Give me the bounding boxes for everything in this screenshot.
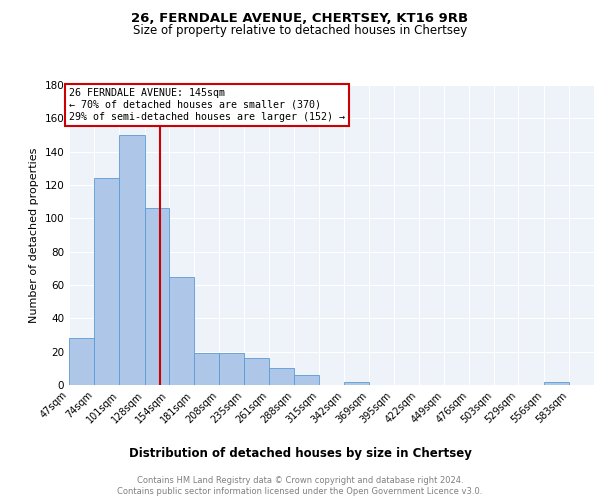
Text: Contains public sector information licensed under the Open Government Licence v3: Contains public sector information licen… [118, 488, 482, 496]
Bar [344, 382, 369, 385]
Bar [145, 208, 169, 385]
Bar [219, 354, 244, 385]
Bar [244, 358, 269, 385]
Text: Size of property relative to detached houses in Chertsey: Size of property relative to detached ho… [133, 24, 467, 37]
Bar [269, 368, 294, 385]
Bar [294, 375, 319, 385]
Bar [94, 178, 119, 385]
Bar [119, 135, 145, 385]
Bar [544, 382, 569, 385]
Y-axis label: Number of detached properties: Number of detached properties [29, 148, 39, 322]
Bar [169, 276, 194, 385]
Bar [194, 354, 219, 385]
Text: 26, FERNDALE AVENUE, CHERTSEY, KT16 9RB: 26, FERNDALE AVENUE, CHERTSEY, KT16 9RB [131, 12, 469, 26]
Bar [69, 338, 94, 385]
Text: Contains HM Land Registry data © Crown copyright and database right 2024.: Contains HM Land Registry data © Crown c… [137, 476, 463, 485]
Text: 26 FERNDALE AVENUE: 145sqm
← 70% of detached houses are smaller (370)
29% of sem: 26 FERNDALE AVENUE: 145sqm ← 70% of deta… [70, 88, 346, 122]
Text: Distribution of detached houses by size in Chertsey: Distribution of detached houses by size … [128, 448, 472, 460]
